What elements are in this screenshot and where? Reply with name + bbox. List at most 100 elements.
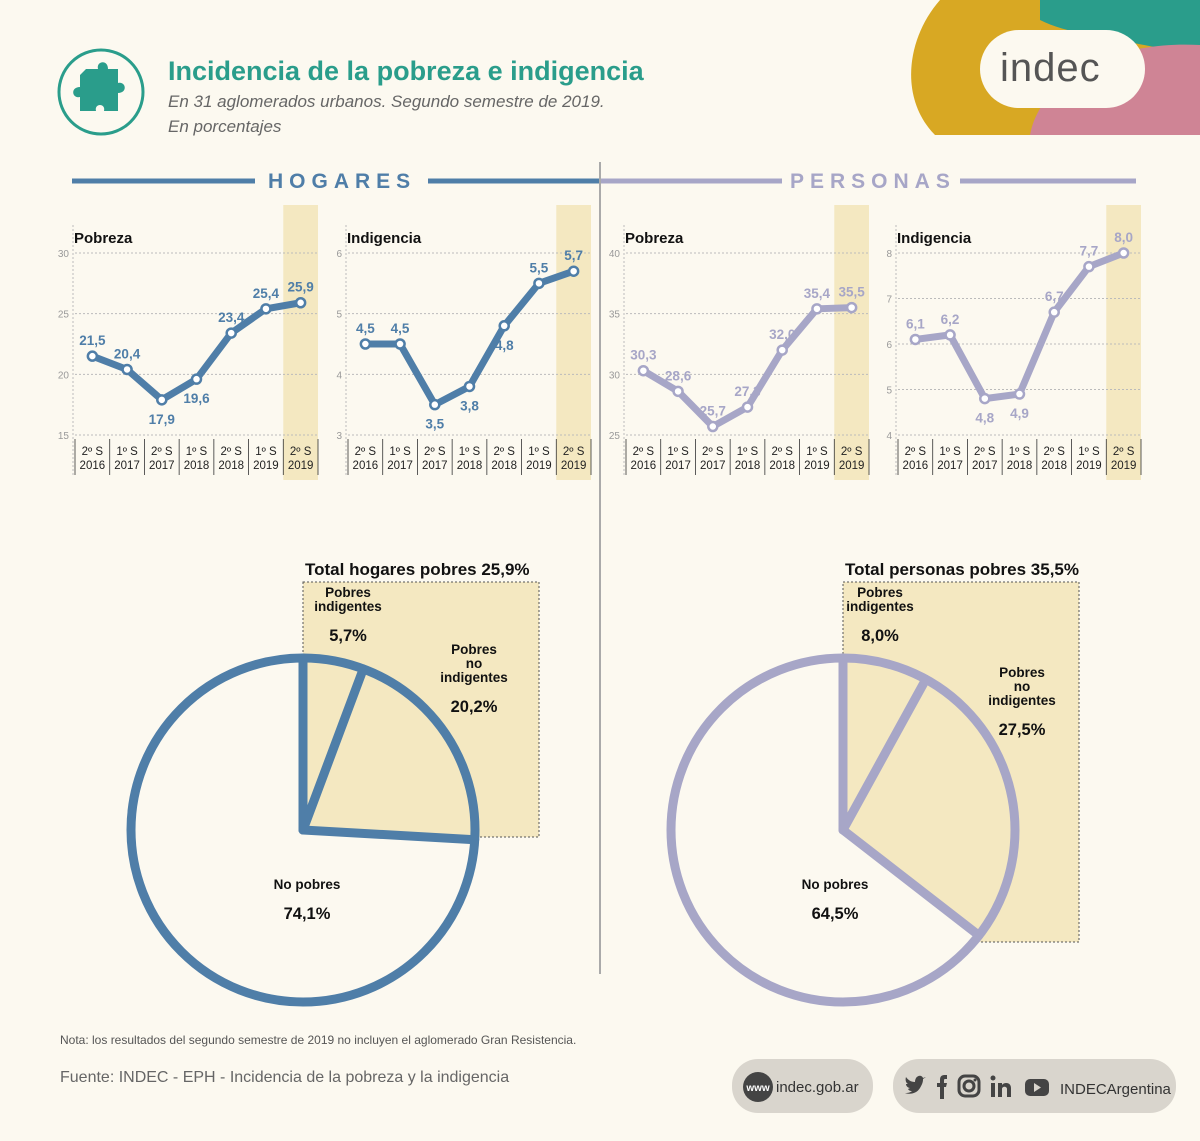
page-title: Incidencia de la pobreza e indigencia <box>168 56 644 86</box>
website-label[interactable]: indec.gob.ar <box>776 1079 859 1096</box>
x-tick-label: 1º S <box>1078 446 1100 458</box>
chart-title: Indigencia <box>897 230 972 247</box>
data-label: 6,1 <box>906 316 925 331</box>
y-tick-label: 40 <box>609 249 621 260</box>
x-tick-label: 2º S <box>82 446 104 458</box>
slice-no-indigentes-name: no <box>1014 679 1031 694</box>
slice-no-indigentes-name: indigentes <box>988 693 1056 708</box>
data-label: 27,3 <box>734 384 761 399</box>
twitter-icon[interactable] <box>905 1075 926 1094</box>
instagram-icon[interactable] <box>957 1074 981 1098</box>
puzzle-icon <box>57 48 145 136</box>
x-tick-label: 2º S <box>771 446 793 458</box>
x-tick-year: 2018 <box>1041 460 1067 472</box>
x-tick-label: 1º S <box>255 446 277 458</box>
y-tick-label: 20 <box>58 370 70 381</box>
slice-indigentes-name: Pobres <box>325 585 371 600</box>
data-point <box>1048 306 1060 318</box>
y-tick-label: 6 <box>886 340 892 351</box>
x-tick-label: 2º S <box>633 446 655 458</box>
data-point <box>294 296 307 309</box>
x-tick-year: 2018 <box>1007 460 1033 472</box>
x-tick-year: 2019 <box>253 460 279 472</box>
x-tick-year: 2017 <box>422 460 448 472</box>
indec-logo: indec <box>1000 46 1101 90</box>
x-tick-label: 2º S <box>290 446 312 458</box>
data-point <box>498 320 510 332</box>
x-tick-year: 2019 <box>288 460 314 472</box>
data-point <box>463 380 476 393</box>
x-tick-year: 2016 <box>353 460 379 472</box>
x-tick-label: 2º S <box>424 446 446 458</box>
x-tick-label: 2º S <box>1113 446 1135 458</box>
y-tick-label: 25 <box>609 431 621 442</box>
y-tick-label: 15 <box>58 431 70 442</box>
data-label: 20,4 <box>114 346 141 361</box>
page-subtitle: En 31 aglomerados urbanos. Segundo semes… <box>168 92 605 111</box>
x-tick-year: 2019 <box>526 460 552 472</box>
x-tick-year: 2018 <box>457 460 483 472</box>
y-tick-label: 8 <box>886 249 892 260</box>
x-tick-year: 2016 <box>80 460 106 472</box>
data-point <box>225 327 237 339</box>
pie-radius-line <box>298 825 480 845</box>
x-tick-year: 2018 <box>769 460 795 472</box>
x-tick-label: 2º S <box>220 446 242 458</box>
section-hogares: HOGARES <box>268 170 417 193</box>
x-tick-year: 2017 <box>665 460 691 472</box>
data-label: 4,8 <box>975 411 994 426</box>
pie-chart-hogares: Total hogares pobres 25,9%Pobresindigent… <box>126 560 540 1007</box>
x-tick-year: 2017 <box>937 460 963 472</box>
linkedin-icon[interactable] <box>990 1075 1012 1098</box>
x-tick-label: 2º S <box>355 446 377 458</box>
pie-title: Total personas pobres 35,5% <box>845 560 1079 579</box>
x-tick-year: 2019 <box>561 460 587 472</box>
y-tick-label: 6 <box>336 249 342 260</box>
data-label: 25,9 <box>288 280 314 295</box>
data-point <box>1083 260 1095 273</box>
slice-no-pobres-name: No pobres <box>802 877 869 892</box>
x-tick-year: 2019 <box>839 460 865 472</box>
line-chart-hogares-indigencia: Indigencia 3 4 5 6 2º S 2016 1º S 2017 2º S 2017 1º… <box>336 205 592 480</box>
data-point <box>944 329 956 341</box>
data-label: 25,4 <box>253 286 280 301</box>
slice-no-indigentes-value: 20,2% <box>451 698 498 716</box>
data-label: 8,0 <box>1114 230 1133 245</box>
pie-radius-line <box>838 825 984 940</box>
y-tick-label: 4 <box>886 431 892 442</box>
line-chart-hogares-pobreza: Pobreza 15 20 25 30 2º S 2016 1º S 2017 2º S 2017 1… <box>58 205 319 480</box>
x-tick-label: 1º S <box>389 446 411 458</box>
pie-radius-line <box>838 674 931 835</box>
x-tick-label: 1º S <box>939 446 961 458</box>
x-tick-label: 2º S <box>702 446 724 458</box>
pie-slice-pobres <box>843 658 1015 936</box>
youtube-icon[interactable] <box>1025 1079 1049 1096</box>
highlight-band <box>283 205 318 480</box>
x-tick-label: 2º S <box>1043 446 1065 458</box>
slice-no-indigentes-value: 27,5% <box>999 721 1046 739</box>
pie-radius-line <box>298 664 368 835</box>
data-label: 25,7 <box>700 404 726 419</box>
x-tick-label: 2º S <box>905 446 927 458</box>
highlight-band <box>834 205 869 480</box>
data-label: 6,2 <box>941 312 960 327</box>
slice-no-pobres-name: No pobres <box>274 877 341 892</box>
x-tick-year: 2018 <box>218 460 244 472</box>
data-point <box>190 373 203 385</box>
section-lines <box>72 178 1136 184</box>
www-icon: www <box>743 1072 773 1102</box>
x-tick-label: 2º S <box>493 446 515 458</box>
x-tick-label: 1º S <box>667 446 689 458</box>
x-tick-label: 1º S <box>806 446 828 458</box>
x-tick-year: 2018 <box>184 460 210 472</box>
x-tick-year: 2017 <box>972 460 998 472</box>
facebook-icon[interactable] <box>937 1075 947 1099</box>
data-point <box>567 265 580 277</box>
data-point <box>156 394 168 406</box>
data-label: 4,9 <box>1010 406 1029 421</box>
data-label: 19,6 <box>183 391 210 406</box>
y-tick-label: 5 <box>886 386 892 397</box>
data-point <box>776 344 788 356</box>
svg-text:www: www <box>745 1083 770 1094</box>
social-handle[interactable]: INDECArgentina <box>1060 1081 1171 1098</box>
